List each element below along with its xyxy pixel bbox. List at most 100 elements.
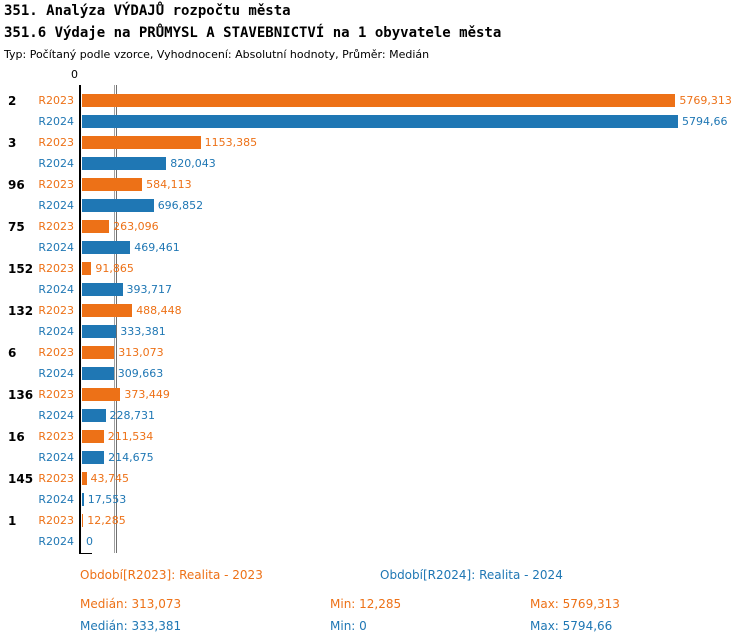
category-label: 2 (8, 93, 17, 108)
bar-row: R2024 820,043 (0, 153, 750, 174)
bar-row-labels: R2024 (0, 115, 80, 128)
bar-r2023 (82, 388, 121, 401)
bar-row: R2024 5794,66 (0, 111, 750, 132)
series-label: R2023 (38, 220, 74, 233)
bar-track: 228,731 (80, 409, 750, 422)
bar-row-labels: R2024 (0, 241, 80, 254)
bar-track: 263,096 (80, 220, 750, 233)
bar-row-labels: R2024 (0, 283, 80, 296)
category-label: 136 (8, 387, 34, 402)
x-axis-tick (80, 553, 92, 554)
bar-value-label: 12,285 (87, 514, 126, 527)
bar-track: 211,534 (80, 430, 750, 443)
bar-r2024 (82, 241, 131, 254)
bar-track: 313,073 (80, 346, 750, 359)
bar-group: 75 R2023 263,096 R2024 469,461 (0, 216, 750, 258)
bar-value-label: 228,731 (109, 409, 156, 422)
category-label: 3 (8, 135, 17, 150)
bar-track: 5769,313 (80, 94, 750, 107)
axis-zero-label: 0 (71, 68, 78, 81)
bar-row: 145 R2023 43,745 (0, 468, 750, 489)
bar-row-labels: 2 R2023 (0, 93, 80, 108)
category-label: 132 (8, 303, 34, 318)
report-subtitle: Typ: Počítaný podle vzorce, Vyhodnocení:… (4, 48, 430, 61)
bar-row-labels: 152 R2023 (0, 261, 80, 276)
bar-row: 16 R2023 211,534 (0, 426, 750, 447)
series-label: R2024 (38, 535, 74, 548)
bar-value-label: 820,043 (170, 157, 216, 170)
bar-row: R2024 393,717 (0, 279, 750, 300)
bar-row-labels: 3 R2023 (0, 135, 80, 150)
series-label: R2023 (38, 472, 74, 485)
bar-row-labels: R2024 (0, 535, 80, 548)
bar-value-label: 1153,385 (204, 136, 258, 149)
bar-track: 820,043 (80, 157, 750, 170)
bar-row: 75 R2023 263,096 (0, 216, 750, 237)
legend-r2023: Období[R2023]: Realita - 2023 (80, 568, 263, 582)
bar-group: 152 R2023 91,865 R2024 393,717 (0, 258, 750, 300)
category-label: 1 (8, 513, 17, 528)
bar-row: 132 R2023 488,448 (0, 300, 750, 321)
bar-row-labels: R2024 (0, 451, 80, 464)
bar-r2023 (82, 304, 133, 317)
bar-value-label: 313,073 (118, 346, 164, 359)
series-label: R2023 (38, 514, 74, 527)
series-label: R2024 (38, 199, 74, 212)
bar-r2024 (82, 157, 167, 170)
bar-r2024 (82, 367, 114, 380)
bar-row-labels: 132 R2023 (0, 303, 80, 318)
bar-group: 2 R2023 5769,313 R2024 5794,66 (0, 90, 750, 132)
bar-r2023 (82, 514, 84, 527)
bar-r2023 (82, 178, 143, 191)
bar-track: 373,449 (80, 388, 750, 401)
bar-row-labels: 96 R2023 (0, 178, 80, 192)
legend-r2024: Období[R2024]: Realita - 2024 (380, 568, 563, 582)
bar-value-label: 488,448 (136, 304, 182, 317)
bar-track: 0 (80, 535, 750, 548)
bar-r2023 (82, 346, 115, 359)
bar-value-label: 0 (86, 535, 93, 548)
bar-row: R2024 214,675 (0, 447, 750, 468)
bar-row: R2024 309,663 (0, 363, 750, 384)
bar-value-label: 373,449 (124, 388, 170, 401)
bar-track: 214,675 (80, 451, 750, 464)
bar-r2024 (82, 199, 154, 212)
median-line (114, 85, 116, 553)
bar-row: 6 R2023 313,073 (0, 342, 750, 363)
bar-r2023 (82, 94, 676, 107)
category-label: 145 (8, 471, 34, 486)
bar-group: 145 R2023 43,745 R2024 17,553 (0, 468, 750, 510)
bar-row-labels: 145 R2023 (0, 471, 80, 486)
bar-value-label: 91,865 (95, 262, 134, 275)
bar-r2024 (82, 325, 117, 338)
series-label: R2023 (38, 388, 74, 401)
bar-row-labels: R2024 (0, 199, 80, 212)
bar-value-label: 696,852 (157, 199, 204, 212)
series-label: R2024 (38, 409, 74, 422)
bar-row: R2024 696,852 (0, 195, 750, 216)
bar-row: 136 R2023 373,449 (0, 384, 750, 405)
bar-row: 3 R2023 1153,385 (0, 132, 750, 153)
bar-groups: 2 R2023 5769,313 R2024 5794,66 3 R2023 1153,385… (0, 85, 750, 552)
y-axis-line (79, 85, 81, 554)
bar-group: 96 R2023 584,113 R2024 696,852 (0, 174, 750, 216)
bar-group: 132 R2023 488,448 R2024 333,381 (0, 300, 750, 342)
bar-value-label: 263,096 (113, 220, 159, 233)
bar-row: 96 R2023 584,113 (0, 174, 750, 195)
bar-value-label: 43,745 (90, 472, 130, 485)
report-title-line1: 351. Analýza VÝDAJŮ rozpočtu města (4, 3, 291, 19)
stats-2023-max: Max: 5769,313 (530, 597, 620, 611)
bar-r2023 (82, 472, 87, 485)
bar-row-labels: R2024 (0, 409, 80, 422)
bar-row: R2024 333,381 (0, 321, 750, 342)
bar-row: R2024 228,731 (0, 405, 750, 426)
category-label: 152 (8, 261, 34, 276)
bar-row-labels: 75 R2023 (0, 220, 80, 234)
series-label: R2024 (38, 241, 74, 254)
series-label: R2024 (38, 493, 74, 506)
series-label: R2023 (38, 178, 74, 191)
bar-value-label: 333,381 (120, 325, 166, 338)
bar-track: 12,285 (80, 514, 750, 527)
bar-track: 696,852 (80, 199, 750, 212)
